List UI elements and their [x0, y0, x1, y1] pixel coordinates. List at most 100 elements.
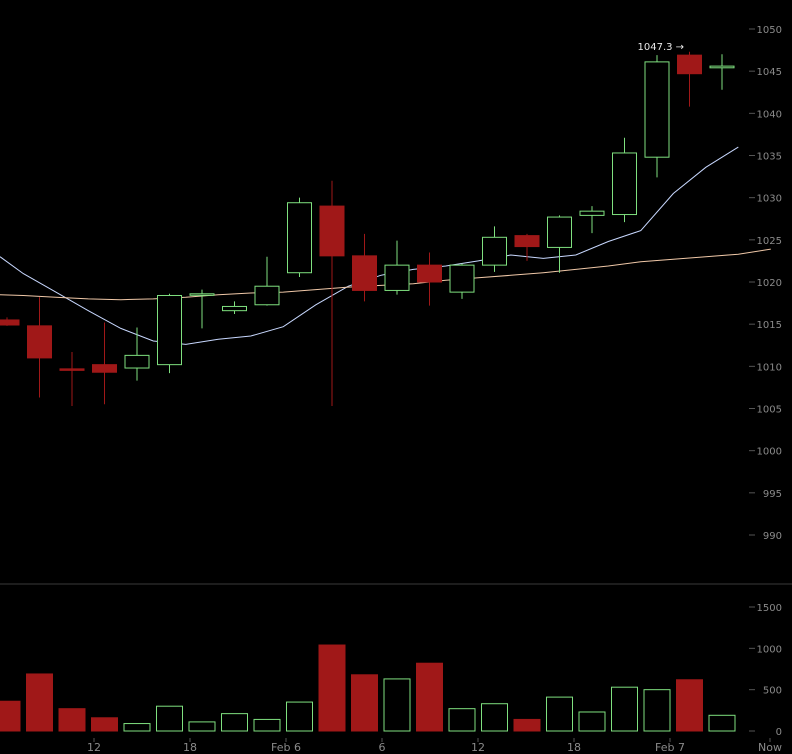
volume-bar: [0, 700, 21, 732]
price-tick-label: 1000: [757, 447, 782, 458]
candle-body: [677, 54, 702, 75]
candle-body: [124, 354, 150, 369]
volume-bar: [26, 673, 53, 732]
candle-body: [254, 285, 280, 306]
x-tick-label: 12: [87, 741, 101, 754]
volume-bar: [286, 701, 313, 732]
moving-average-long: [0, 248, 771, 301]
candle-body: [59, 368, 85, 371]
candle: [222, 301, 247, 315]
candle-body: [287, 202, 312, 274]
candle-body: [579, 210, 605, 216]
candle: [384, 240, 410, 295]
candle: [482, 226, 507, 272]
volume-bar: [383, 678, 411, 732]
candle-body: [514, 235, 540, 248]
x-tick-label: 18: [183, 741, 197, 754]
price-tick-label: 1050: [757, 25, 782, 36]
candle: [124, 327, 150, 381]
candle-body: [189, 293, 215, 296]
candle: [157, 293, 182, 374]
candle-body: [612, 152, 637, 216]
volume-tick-label: 500: [763, 686, 782, 697]
candle-body: [157, 294, 182, 366]
x-axis: 12 18 Feb 6 6 12 18 Feb 7 Now: [87, 738, 782, 754]
candle-body: [417, 264, 442, 283]
candle: [449, 263, 475, 299]
candle: [644, 55, 670, 178]
x-tick-label: Feb 6: [271, 741, 301, 754]
candle-body: [352, 255, 377, 291]
candle: [514, 233, 540, 261]
volume-bar: [611, 686, 638, 732]
volume-bar: [676, 679, 703, 732]
candle: [547, 215, 572, 273]
candle: [579, 206, 605, 234]
volume-tick-label: 1000: [757, 644, 782, 655]
candle: [417, 252, 442, 306]
price-tick-label: 1030: [757, 194, 782, 205]
x-tick-label: 18: [567, 741, 581, 754]
x-tick-label: 6: [379, 741, 386, 754]
last-price-label: 1047.3 →: [638, 42, 685, 53]
volume-bar: [448, 708, 476, 732]
volume-bar: [221, 713, 248, 732]
volume-bar: [513, 718, 541, 732]
volume-pane: 0 500 1000 1500: [0, 603, 782, 738]
price-tick-label: 1045: [757, 67, 782, 78]
candle-body: [222, 305, 247, 312]
price-tick-label: 1010: [757, 362, 782, 373]
candle-body: [482, 236, 507, 266]
candle: [352, 233, 377, 302]
candle-body: [644, 61, 670, 158]
volume-tick-label: 0: [776, 727, 782, 738]
price-tick-label: 1040: [757, 109, 782, 120]
volume-bar: [708, 714, 736, 732]
volume-bar: [156, 705, 183, 732]
x-tick-label: Feb 7: [655, 741, 685, 754]
volume-bar: [416, 662, 443, 732]
price-tick-label: 990: [763, 531, 782, 542]
candle: [92, 322, 117, 405]
candle-body: [449, 264, 475, 293]
candle: [27, 297, 52, 398]
volume-bar: [318, 644, 346, 732]
candle: [287, 197, 312, 277]
volume-bar: [481, 703, 508, 732]
volume-bar: [123, 723, 151, 732]
candle: [319, 180, 345, 406]
candle-body: [709, 65, 735, 69]
candle-body: [547, 216, 572, 248]
price-pane: 990 995 1000 1005 1010 1015 1020 1025 1030 1035 10…: [0, 25, 782, 542]
candle-body: [319, 205, 345, 257]
candle: [59, 351, 85, 406]
volume-bar: [253, 718, 281, 732]
price-tick-label: 1015: [757, 320, 782, 331]
volume-bar: [546, 696, 573, 732]
volume-bar: [91, 717, 118, 732]
volume-bar: [188, 721, 216, 732]
volume-tick-label: 1500: [757, 603, 782, 614]
price-tick-label: 1025: [757, 236, 782, 247]
candle-body: [0, 319, 20, 326]
candle: [254, 256, 280, 306]
x-tick-label: 12: [471, 741, 485, 754]
price-tick-label: 1035: [757, 152, 782, 163]
candle-body: [92, 364, 117, 373]
volume-bar: [643, 689, 671, 732]
volume-bar: [578, 711, 606, 732]
price-tick-label: 1005: [757, 405, 782, 416]
volume-bar: [58, 708, 86, 732]
candle: [709, 54, 735, 90]
price-tick-label: 995: [763, 489, 782, 500]
candle: [189, 289, 215, 329]
x-tick-label: Now: [758, 741, 782, 754]
price-tick-label: 1020: [757, 278, 782, 289]
volume-bar: [351, 674, 378, 732]
candle: [0, 317, 20, 326]
candle: [612, 137, 637, 223]
candle-body: [384, 264, 410, 291]
candle-body: [27, 325, 52, 359]
